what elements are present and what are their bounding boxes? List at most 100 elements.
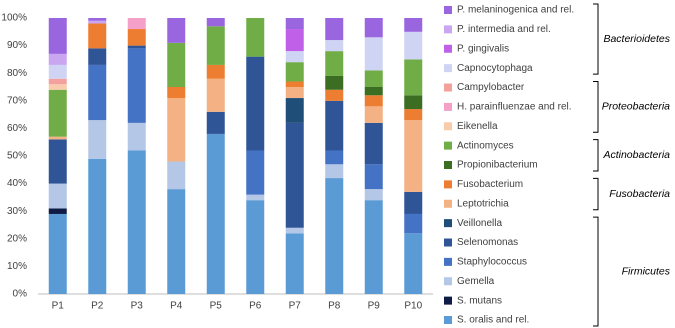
x-tick-label: P1 xyxy=(52,301,65,312)
group-label: Bacterioidetes xyxy=(603,33,670,45)
bar-segment xyxy=(246,150,265,195)
legend-swatch xyxy=(444,122,452,131)
legend-label: P. gingivalis xyxy=(457,43,509,54)
legend-swatch xyxy=(444,180,452,189)
x-tick-label: P3 xyxy=(131,301,144,312)
bar-segment xyxy=(48,78,67,85)
legend-swatch xyxy=(444,6,452,14)
bar-segment xyxy=(48,18,67,54)
y-tick-label: 50% xyxy=(7,151,27,162)
y-tick-label: 60% xyxy=(7,123,27,134)
bar-segment xyxy=(127,18,146,30)
bar-segment xyxy=(404,31,423,60)
y-tick-label: 10% xyxy=(7,261,27,272)
bar-segment xyxy=(285,227,304,234)
y-tick-label: 0% xyxy=(13,289,28,300)
legend-swatch xyxy=(444,199,452,208)
bar-segment xyxy=(48,183,67,209)
bar-segment xyxy=(88,48,107,65)
bar-segment xyxy=(325,18,344,41)
group-label: Actinobacteria xyxy=(602,149,670,161)
bar-segment xyxy=(285,18,304,30)
bar-segment xyxy=(246,18,265,57)
legend-swatch xyxy=(444,161,452,169)
bar-segment xyxy=(325,100,344,151)
x-tick-label: P9 xyxy=(368,301,381,312)
bar-segment xyxy=(127,122,146,151)
bar-segment xyxy=(364,122,383,165)
bar-segment xyxy=(285,51,304,63)
legend-label: Propionibacterium xyxy=(457,160,538,171)
bar-segment xyxy=(325,40,344,52)
x-tick-label: P5 xyxy=(210,301,223,312)
bar-segment xyxy=(167,18,186,43)
legend-swatch xyxy=(444,238,452,247)
y-tick-label: 80% xyxy=(7,68,27,79)
bar-segment xyxy=(364,164,383,190)
bar-segment xyxy=(404,18,423,32)
bar-segment xyxy=(206,64,225,79)
legend-swatch xyxy=(444,219,452,228)
bar-segment xyxy=(364,87,383,96)
x-tick-label: P6 xyxy=(249,301,262,312)
bar-segment xyxy=(88,158,107,294)
bar-segment xyxy=(364,37,383,71)
legend-label: Veillonella xyxy=(457,218,502,229)
bar-segment xyxy=(404,120,423,192)
bar-segment xyxy=(88,20,107,24)
legend-label: S. mutans xyxy=(457,295,502,306)
bar-segment xyxy=(48,208,67,214)
bar-segment xyxy=(404,233,423,294)
legend-label: Leptotrichia xyxy=(457,198,509,209)
bar-segment xyxy=(48,136,67,140)
bar-segment xyxy=(364,189,383,201)
group-bracket xyxy=(593,81,599,133)
legend-swatch xyxy=(444,316,452,324)
bar-segment xyxy=(285,122,304,228)
bar-segment xyxy=(167,87,186,99)
group-label: Firmicutes xyxy=(622,265,671,277)
legend-swatch xyxy=(444,141,452,150)
bar-segment xyxy=(88,120,107,159)
bar-segment xyxy=(325,51,344,76)
bar-segment xyxy=(325,89,344,101)
legend-swatch xyxy=(444,296,452,305)
legend-label: Staphylococcus xyxy=(457,257,527,268)
bar-segment xyxy=(285,87,304,99)
group-bracket xyxy=(593,3,599,75)
legend-label: Gemella xyxy=(457,276,495,287)
bar-segment xyxy=(404,95,423,110)
bar-segment xyxy=(206,18,225,27)
legend-label: S. oralis and rel. xyxy=(457,315,529,326)
bar-segment xyxy=(285,81,304,87)
legend-swatch xyxy=(444,257,452,266)
bar-segment xyxy=(127,45,146,49)
legend-label: Actinomyces xyxy=(457,140,514,151)
bar-segment xyxy=(325,164,344,179)
bar-segment xyxy=(48,84,67,90)
bar-segment xyxy=(167,98,186,162)
bar-segment xyxy=(325,178,344,294)
bar-segment xyxy=(127,29,146,46)
bar-segment xyxy=(285,233,304,294)
bar-segment xyxy=(364,70,383,87)
bar-segment xyxy=(246,200,265,294)
bar-segment xyxy=(404,213,423,234)
bar-segment xyxy=(404,191,423,214)
bar-segment xyxy=(285,98,304,123)
bar-segment xyxy=(88,23,107,49)
bar-segment xyxy=(206,133,225,294)
bar-segment xyxy=(364,18,383,38)
bar-segment xyxy=(206,26,225,65)
bar-segment xyxy=(206,78,225,112)
bar-segment xyxy=(285,62,304,82)
group-bracket xyxy=(593,139,599,172)
legend-label: P. intermedia and rel. xyxy=(457,24,551,35)
y-tick-label: 40% xyxy=(7,178,27,189)
bar-segment xyxy=(246,56,265,151)
legend-swatch xyxy=(444,44,452,53)
bar-segment xyxy=(48,139,67,184)
legend-label: Selenomonas xyxy=(457,237,518,248)
bar-segment xyxy=(127,150,146,294)
bar-segment xyxy=(325,75,344,90)
